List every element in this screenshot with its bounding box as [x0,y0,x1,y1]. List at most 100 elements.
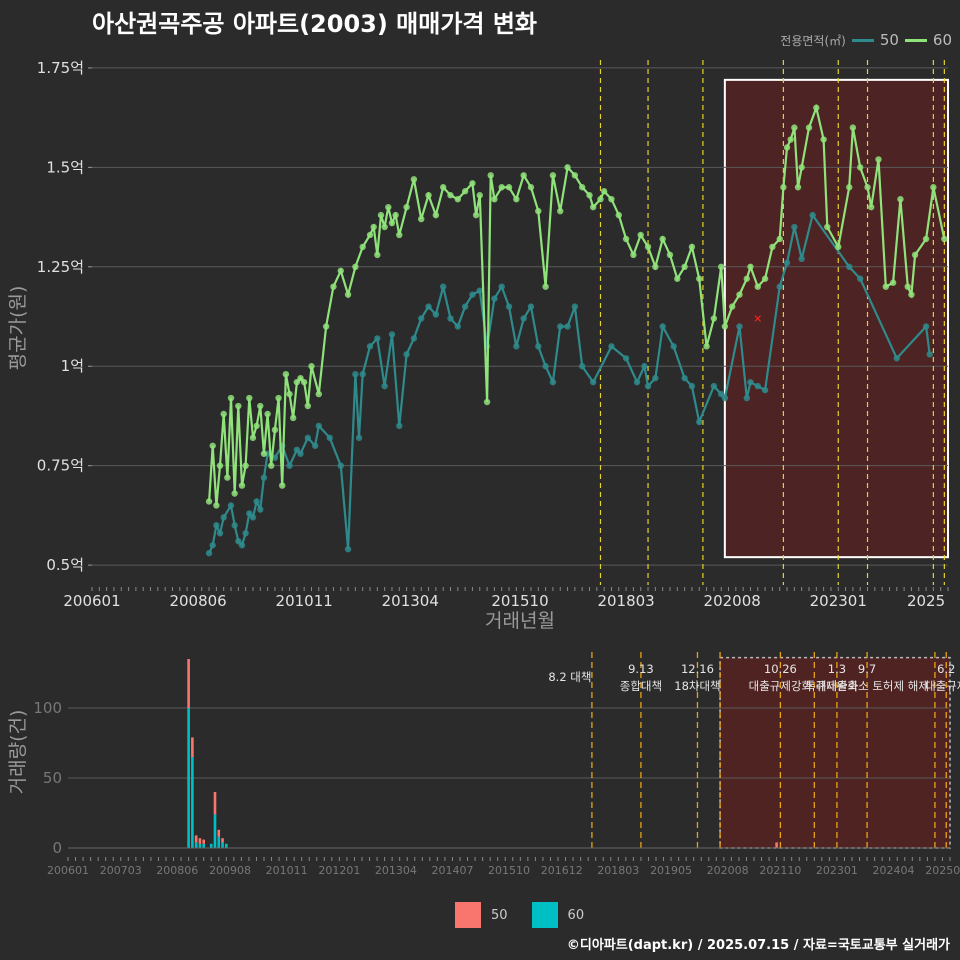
data-point-50 [227,502,235,509]
data-point-50 [209,542,216,549]
x-tick-label-bottom: 202008 [707,864,749,877]
annotation-label: 종합대책 [620,679,662,693]
annotation-label: 8.2 대책 [548,670,591,684]
annotation-label: 규제완화 [816,679,859,693]
data-point-50 [681,374,688,382]
legend-bottom-label-60: 60 [567,907,585,923]
data-point-60 [813,104,820,111]
data-point-50 [922,323,930,330]
data-point-60 [652,263,659,271]
x-tick-label-bottom: 202506 [925,864,960,877]
x-tick-label-bottom: 200601 [47,864,89,877]
bar-60 [187,708,190,848]
data-point-60 [882,283,890,290]
data-point-60 [227,394,235,402]
data-point-60 [630,251,637,259]
data-point-60 [703,343,710,350]
data-point-60 [461,188,469,195]
data-point-60 [897,195,904,203]
data-point-50 [783,259,791,267]
y-tick-label-top: 1.25억 [37,258,84,276]
legend-title: 전용면적(㎡) [780,33,846,48]
data-point-60 [798,164,805,171]
data-point-50 [311,442,319,449]
bar-50 [194,835,198,843]
data-point-50 [608,343,615,350]
data-point-60 [728,303,736,310]
data-point-50 [557,323,564,330]
bar-50 [198,838,202,844]
data-point-60 [710,315,718,322]
data-point-50 [366,343,374,350]
data-point-60 [780,184,787,191]
data-point-60 [564,164,571,171]
highlight-region-top [723,78,949,559]
data-point-60 [696,275,703,282]
data-point-60 [289,414,297,422]
data-point-60 [586,192,593,199]
bar-60 [225,843,228,848]
data-point-50 [513,343,520,350]
data-point-60 [794,184,802,191]
bar-50 [187,659,190,708]
data-point-60 [520,172,527,179]
data-point-60 [483,398,491,406]
data-point-60 [736,291,743,298]
data-point-50 [220,514,227,521]
data-point-60 [791,124,798,131]
data-point-60 [454,195,462,203]
legend-label-60: 60 [932,31,952,49]
annotation-label: 특례대출축소 토허제 해제 [805,679,929,693]
data-point-60 [867,203,875,211]
data-point-50 [476,287,483,294]
data-point-60 [209,442,216,449]
y-tick-label-top: 0.75억 [37,457,84,475]
data-point-60 [377,211,385,219]
data-point-60 [260,450,268,457]
x-tick-label-top: 2025 [907,592,945,610]
x-tick-label-top: 201011 [276,592,333,610]
data-point-60 [644,243,652,251]
data-point-50 [578,363,586,370]
legend-bottom-label-50: 50 [491,907,508,923]
highlight-marker: ✕ [753,313,762,326]
bar-50 [202,839,205,844]
data-point-50 [461,303,469,310]
data-point-50 [315,422,323,430]
data-point-60 [282,370,290,378]
y-tick-label-top: 0.5억 [46,556,84,574]
y-axis-title-bottom: 거래량(건) [7,710,29,795]
data-point-50 [542,363,549,370]
bar-50 [217,829,221,837]
data-point-50 [633,378,641,386]
y-axis-title-top: 평균가(원) [7,286,29,371]
y-tick-label-top: 1.75억 [37,59,84,77]
data-point-60 [527,184,535,191]
data-point-60 [366,231,374,239]
data-point-60 [308,363,315,370]
data-point-60 [911,251,919,259]
data-point-60 [535,207,542,215]
data-point-60 [820,136,827,143]
data-point-60 [271,426,279,434]
x-tick-label-bottom: 201905 [650,864,692,877]
data-point-50 [571,303,579,310]
annotation-label: 대출규제강화 [749,679,813,693]
x-tick-label-top: 200601 [63,592,120,610]
data-point-60 [597,195,604,203]
data-point-50 [432,311,440,318]
data-point-50 [388,331,396,338]
data-point-60 [904,283,911,290]
data-point-50 [260,474,268,481]
data-point-50 [242,530,249,537]
y-tick-label-top: 1.5억 [46,158,84,176]
data-point-50 [231,522,238,529]
y-tick-label-bottom: 50 [43,769,62,787]
y-tick-label-bottom: 100 [33,699,62,717]
legend-line-50 [851,38,874,42]
data-point-60 [432,211,440,219]
bar-50 [213,792,217,815]
data-point-60 [388,219,396,227]
data-point-60 [242,462,249,469]
data-point-60 [392,211,399,219]
